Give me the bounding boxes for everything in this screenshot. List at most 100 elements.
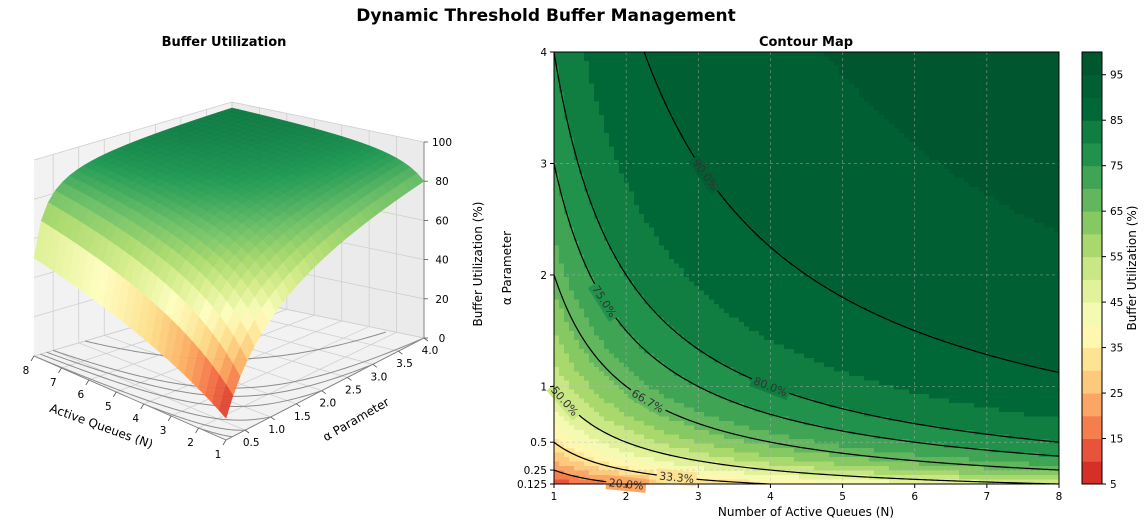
contour-fill-cell (579, 412, 600, 418)
contour-fill-cell (564, 110, 600, 116)
contour-fill-cell (694, 425, 750, 431)
contour-fill-cell (619, 317, 665, 323)
surface-z-tick-label: 60 (435, 215, 448, 227)
contour-fill-cell (734, 367, 835, 373)
contour-fill-cell (654, 308, 725, 314)
contour-fill-cell (749, 223, 1045, 229)
contour-fill-cell (634, 191, 720, 197)
contour-fill-cell (554, 142, 575, 148)
contour-fill-cell (674, 115, 885, 121)
contour-fill-cell (854, 83, 1059, 89)
colorbar-band (1082, 97, 1102, 121)
surface-floor-contour (198, 427, 233, 438)
contour-fill-cell (554, 92, 565, 98)
contour-fill-cell (604, 371, 635, 377)
surface-floor-contour (144, 403, 246, 431)
contour-fill-cell (639, 376, 685, 382)
colorbar-tick-label: 95 (1110, 70, 1123, 82)
contour-fill-cell (729, 398, 815, 404)
contour-fill-cell (559, 371, 580, 377)
contour-fill-cell (554, 353, 570, 359)
contour-fill-cell (709, 452, 760, 458)
contour-fill-cell (974, 349, 1059, 355)
colorbar-label: Buffer Utilization (%) (1125, 206, 1139, 331)
contour-fill-cell (604, 398, 635, 404)
surface-y-tick-mark (347, 377, 352, 381)
contour-fill-cell (584, 430, 605, 436)
contour-fill-cell (639, 209, 735, 215)
contour-fill-cell (1029, 461, 1059, 467)
contour-fill-cell (694, 281, 820, 287)
surface-x-tick-mark (112, 391, 117, 398)
contour-fill-cell (564, 398, 585, 404)
contour-fill-cell (599, 367, 630, 373)
contour-x-tick-label: 3 (695, 491, 702, 503)
contour-label-bg (749, 372, 792, 401)
contour-fill-cell (574, 362, 595, 368)
contour-fill-cell (669, 322, 745, 328)
contour-fill-cell (929, 155, 1059, 161)
contour-fill-cell (1009, 358, 1059, 364)
contour-fill-cell (579, 164, 620, 170)
colorbar (1081, 51, 1103, 485)
contour-fill-cell (634, 371, 675, 377)
contour-fill-cell (694, 155, 930, 161)
contour-fill-cell (574, 146, 615, 152)
contour-fill-cell (914, 452, 1040, 458)
contour-fill-cell (614, 155, 695, 161)
contour-fill-cell (869, 475, 960, 481)
contour-fill-cell (579, 344, 605, 350)
contour-fill-cell (569, 133, 610, 139)
contour-fill-cell (554, 169, 580, 175)
contour-fill-cell (554, 241, 580, 247)
contour-fill-cell (619, 169, 705, 175)
contour-fill-cell (979, 479, 1059, 484)
contour-fill-cell (704, 169, 950, 175)
contour-title: Contour Map (759, 35, 853, 50)
contour-fill-cell (764, 241, 1059, 247)
contour-fill-cell (734, 209, 1015, 215)
contour-fill-cell (669, 110, 880, 116)
surface-axis-edge (33, 355, 227, 441)
contour-fill-cell (839, 70, 1059, 76)
colorbar-band (1082, 302, 1102, 326)
surface-x-tick-label: 2 (187, 437, 194, 449)
contour-fill-cell (599, 101, 665, 107)
surface-floor-grid (170, 326, 370, 417)
contour-fill-cell (589, 421, 615, 427)
contour-fill-cell (624, 272, 685, 278)
surface-z-tick-label: 40 (435, 255, 448, 267)
contour-fill-cell (829, 56, 1059, 62)
contour-fill-cell (559, 178, 585, 184)
contour-fill-cell (934, 335, 1059, 341)
contour-fill-cell (569, 124, 605, 130)
contour-fill-cell (714, 358, 815, 364)
contour-fill-cell (664, 430, 710, 436)
contour-fill-cell (629, 182, 715, 188)
contour-fill-cell (614, 254, 670, 260)
contour-fill-cell (574, 367, 600, 373)
contour-fill-cell (669, 452, 710, 458)
contour-fill-cell (594, 425, 625, 431)
contour-label-bg (656, 468, 698, 487)
contour-x-tick-label: 1 (551, 491, 558, 503)
contour-fill-cell (554, 146, 575, 152)
contour-fill-cell (584, 263, 620, 269)
contour-fill-cell (639, 461, 675, 467)
contour-fill-cell (579, 371, 605, 377)
contour-fill-cell (554, 259, 560, 265)
contour-fill-cell (579, 245, 610, 251)
contour-fill-cell (594, 209, 640, 215)
colorbar-band (1082, 52, 1102, 76)
contour-fill-cell (669, 443, 715, 449)
contour-fill-cell (829, 286, 1059, 292)
surface-floor-grid (53, 350, 246, 431)
contour-fill-cell (564, 205, 595, 211)
contour-fill-cell (599, 286, 635, 292)
contour-fill-cell (594, 92, 660, 98)
contour-fill-cell (559, 367, 575, 373)
contour-fill-cell (689, 277, 815, 283)
contour-fill-cell (889, 466, 985, 472)
contour-fill-cell (584, 187, 630, 193)
